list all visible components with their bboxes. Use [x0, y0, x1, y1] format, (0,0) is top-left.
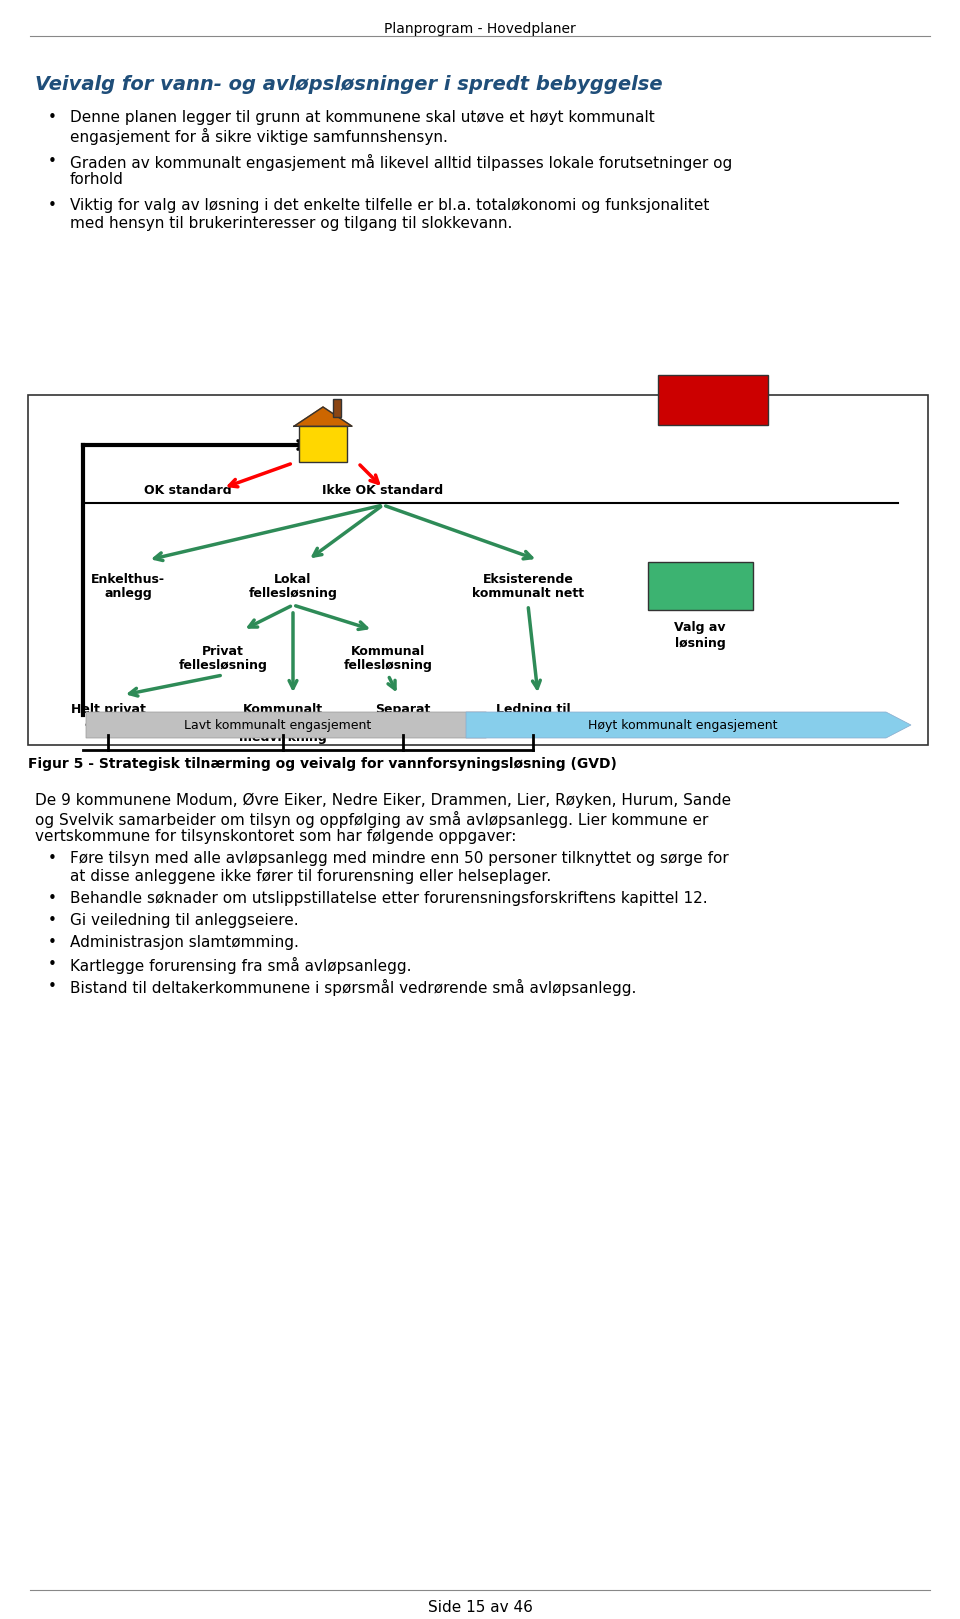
Text: ansvar: ansvar: [84, 717, 132, 730]
FancyArrow shape: [86, 712, 506, 738]
Text: med hensyn til brukerinteresser og tilgang til slokkevann.: med hensyn til brukerinteresser og tilga…: [70, 215, 513, 232]
Text: Gi veiledning til anleggseiere.: Gi veiledning til anleggseiere.: [70, 913, 299, 928]
Text: Bistand til deltakerkommunene i spørsmål vedrørende små avløpsanlegg.: Bistand til deltakerkommunene i spørsmål…: [70, 979, 636, 996]
Text: at disse anleggene ikke fører til forurensning eller helseplager.: at disse anleggene ikke fører til forure…: [70, 869, 551, 884]
Text: vertskommune for tilsynskontoret som har følgende oppgaver:: vertskommune for tilsynskontoret som har…: [35, 829, 516, 843]
Text: Graden av kommunalt engasjement må likevel alltid tilpasses lokale forutsetninge: Graden av kommunalt engasjement må likev…: [70, 154, 732, 172]
Text: og Svelvik samarbeider om tilsyn og oppfølging av små avløpsanlegg. Lier kommune: og Svelvik samarbeider om tilsyn og oppf…: [35, 811, 708, 827]
Text: Ikke OK standard: Ikke OK standard: [323, 484, 444, 497]
Text: medvirkning: medvirkning: [239, 732, 326, 745]
Text: forhold: forhold: [70, 172, 124, 188]
Text: Kommunalt nett: Kommunalt nett: [476, 717, 589, 730]
Text: anlegg: anlegg: [104, 588, 152, 601]
Bar: [299, 426, 347, 461]
Text: Viktig for valg av løsning i det enkelte tilfelle er bl.a. totaløkonomi og funks: Viktig for valg av løsning i det enkelte…: [70, 198, 709, 214]
Text: •: •: [48, 198, 57, 214]
Text: Side 15 av 46: Side 15 av 46: [427, 1600, 533, 1616]
Text: •: •: [48, 154, 57, 168]
Text: •: •: [48, 957, 57, 971]
Text: •: •: [48, 936, 57, 950]
Text: •: •: [48, 913, 57, 928]
FancyArrow shape: [466, 712, 911, 738]
Text: Helt privat: Helt privat: [71, 703, 145, 716]
Text: Tilsyn: Tilsyn: [692, 434, 733, 447]
Text: renseløsning: renseløsning: [358, 717, 448, 730]
Text: fellesløsning: fellesløsning: [344, 659, 432, 672]
Bar: [28, 395, 928, 745]
Text: fellesløsning: fellesløsning: [249, 588, 337, 601]
Text: kommunalt nett: kommunalt nett: [472, 588, 584, 601]
Text: Separat: Separat: [375, 703, 431, 716]
Text: Lokal: Lokal: [275, 573, 312, 586]
Text: Veivalg for vann- og avløpsløsninger i spredt bebyggelse: Veivalg for vann- og avløpsløsninger i s…: [35, 74, 662, 94]
Text: fellesløsning: fellesløsning: [179, 659, 268, 672]
Text: •: •: [48, 852, 57, 866]
Text: Ledning til: Ledning til: [495, 703, 570, 716]
Text: •: •: [48, 890, 57, 907]
Bar: [658, 376, 768, 426]
Text: engasjement for å sikre viktige samfunnshensyn.: engasjement for å sikre viktige samfunns…: [70, 128, 448, 146]
Text: De 9 kommunene Modum, Øvre Eiker, Nedre Eiker, Drammen, Lier, Røyken, Hurum, San: De 9 kommunene Modum, Øvre Eiker, Nedre …: [35, 793, 732, 808]
Text: Behandle søknader om utslippstillatelse etter forurensningsforskriftens kapittel: Behandle søknader om utslippstillatelse …: [70, 890, 708, 907]
Text: Lavt kommunalt engasjement: Lavt kommunalt engasjement: [184, 719, 372, 732]
Bar: [648, 562, 753, 610]
Text: OK standard: OK standard: [144, 484, 231, 497]
Bar: [333, 398, 341, 418]
Text: Planprogram - Hovedplaner: Planprogram - Hovedplaner: [384, 23, 576, 36]
Text: Kommunalt: Kommunalt: [243, 703, 324, 716]
Text: initiativ og: initiativ og: [245, 717, 321, 730]
Text: Føre tilsyn med alle avløpsanlegg med mindre enn 50 personer tilknyttet og sørge: Føre tilsyn med alle avløpsanlegg med mi…: [70, 852, 729, 866]
Text: Valg av: Valg av: [674, 622, 726, 635]
Text: Høyt kommunalt engasjement: Høyt kommunalt engasjement: [588, 719, 778, 732]
Text: Kartlegge forurensing fra små avløpsanlegg.: Kartlegge forurensing fra små avløpsanle…: [70, 957, 412, 975]
Text: •: •: [48, 979, 57, 994]
Text: •: •: [48, 110, 57, 125]
Text: Kommunal: Kommunal: [350, 644, 425, 657]
Text: Privat: Privat: [202, 644, 244, 657]
Text: løsning: løsning: [675, 638, 726, 651]
Text: Enkelthus-: Enkelthus-: [91, 573, 165, 586]
Text: Eksisterende: Eksisterende: [483, 573, 573, 586]
Text: Denne planen legger til grunn at kommunene skal utøve et høyt kommunalt: Denne planen legger til grunn at kommune…: [70, 110, 655, 125]
Text: Figur 5 - Strategisk tilnærming og veivalg for vannforsyningsløsning (GVD): Figur 5 - Strategisk tilnærming og veiva…: [28, 758, 617, 771]
Polygon shape: [294, 406, 352, 426]
Text: Myndighet: Myndighet: [676, 450, 751, 463]
Text: Administrasjon slamtømming.: Administrasjon slamtømming.: [70, 936, 299, 950]
